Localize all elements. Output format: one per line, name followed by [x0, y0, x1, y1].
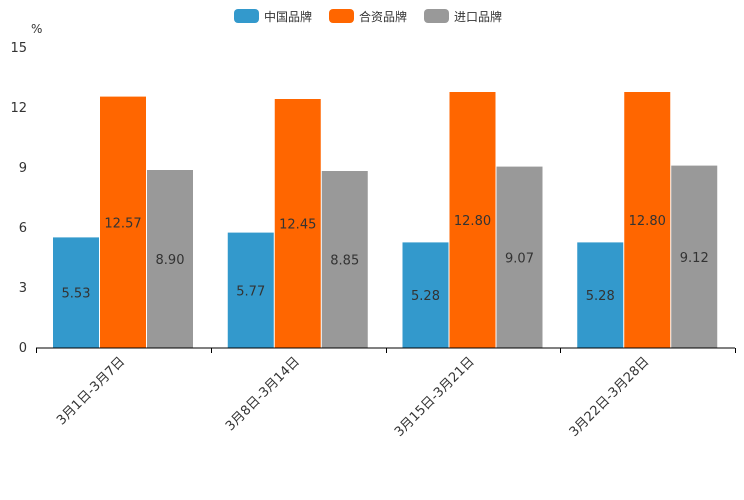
bar-2-2	[274, 99, 321, 348]
legend-label-2: 合资品牌	[359, 9, 407, 24]
data-label: 12.80	[629, 214, 666, 229]
data-label: 12.57	[104, 216, 141, 231]
y-tick-label: 15	[10, 41, 27, 56]
bar-1-4	[577, 242, 624, 348]
y-tick-label: 6	[19, 221, 27, 236]
bar-1-3	[402, 242, 449, 348]
x-tick-label: 3月22日-3月28日	[567, 354, 653, 440]
legend-label-3: 进口品牌	[454, 10, 502, 24]
y-tick-label: 0	[19, 341, 27, 356]
data-label: 12.45	[279, 218, 316, 233]
bar-1-2	[227, 232, 274, 348]
x-tick-label: 3月8日-3月14日	[223, 354, 303, 434]
bar-2-4	[624, 92, 671, 348]
x-tick-label: 3月1日-3月7日	[54, 354, 128, 428]
data-labels: 5.53 12.57 8.90 5.77 12.45 8.85 5.28 12.80 9.07 5…	[62, 214, 709, 304]
bar-2-1	[100, 96, 146, 348]
y-tick-label: 9	[19, 161, 27, 176]
y-tick-label: 3	[19, 281, 27, 296]
y-axis-unit-label: %	[31, 22, 42, 36]
bar-3-4	[671, 165, 718, 348]
data-label: 5.77	[236, 284, 265, 299]
legend-swatch-1	[234, 9, 259, 23]
legend: 中国品牌 合资品牌 进口品牌	[234, 9, 502, 24]
bar-1-1	[53, 237, 99, 348]
data-label: 5.28	[586, 289, 615, 304]
x-axis: 3月1日-3月7日 3月8日-3月14日 3月15日-3月21日 3月22日-3月28…	[36, 348, 736, 440]
data-label: 9.12	[680, 251, 709, 266]
y-axis: 0 3 6 9 12 15	[10, 41, 27, 356]
bar-3-3	[496, 166, 543, 348]
data-label: 5.53	[62, 287, 91, 302]
data-label: 5.28	[411, 289, 440, 304]
legend-swatch-2	[329, 9, 354, 23]
legend-label-1: 中国品牌	[264, 9, 312, 24]
legend-swatch-3	[424, 9, 449, 23]
data-label: 8.90	[156, 253, 185, 268]
data-label: 8.85	[330, 254, 359, 269]
bar-3-2	[321, 171, 368, 348]
x-tick-label: 3月15日-3月21日	[392, 354, 478, 440]
data-label: 9.07	[505, 251, 534, 266]
bar-2-3	[449, 92, 496, 348]
data-label: 12.80	[454, 214, 491, 229]
bar-3-1	[147, 170, 193, 348]
y-tick-label: 12	[10, 101, 27, 116]
bars	[53, 92, 718, 348]
